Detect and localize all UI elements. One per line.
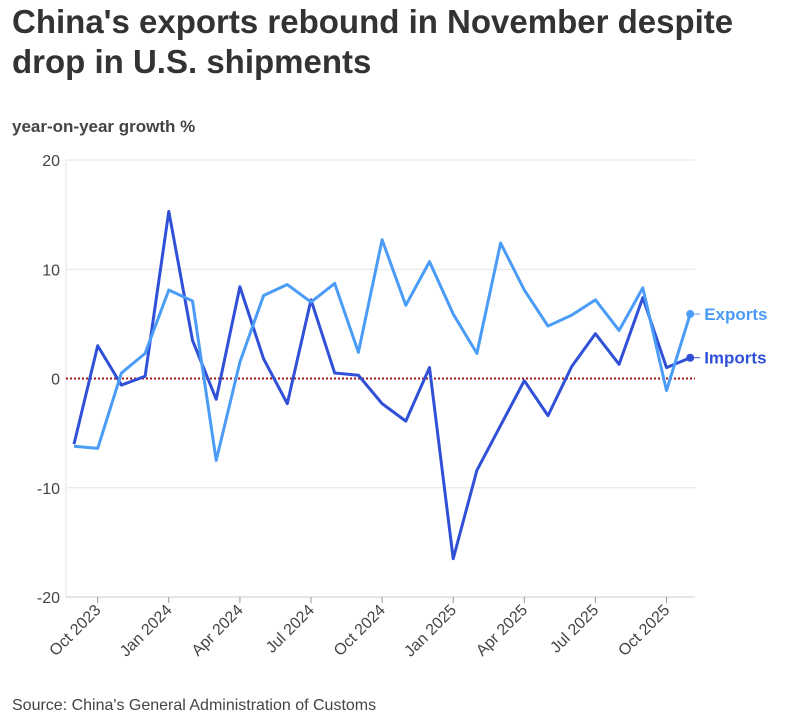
x-tick-label: Jan 2024: [117, 602, 176, 661]
chart-title: China's exports rebound in November desp…: [12, 3, 734, 80]
y-tick-label: -20: [37, 590, 60, 607]
y-axis-label: year-on-year growth %: [12, 117, 196, 136]
y-tick-label: -10: [37, 481, 60, 498]
x-tick-label: Jul 2024: [263, 602, 318, 657]
x-tick-label: Oct 2025: [615, 602, 673, 660]
y-tick-label: 10: [42, 262, 60, 279]
source-note: Source: China's General Administration o…: [12, 697, 377, 714]
series-line-exports: [73, 238, 692, 462]
x-tick-label: Jul 2025: [547, 602, 602, 657]
x-tick-label: Jan 2025: [401, 602, 460, 661]
x-tick-label: Apr 2024: [189, 602, 247, 660]
x-tick-label: Oct 2023: [47, 602, 105, 660]
y-tick-label: 0: [51, 372, 60, 389]
series-line-imports: [72, 209, 691, 561]
series-label-exports: Exports: [704, 305, 767, 324]
series-label-imports: Imports: [704, 349, 766, 368]
y-tick-label: 20: [42, 153, 60, 170]
x-tick-label: Apr 2025: [473, 602, 531, 660]
x-tick-label: Oct 2024: [331, 602, 389, 660]
